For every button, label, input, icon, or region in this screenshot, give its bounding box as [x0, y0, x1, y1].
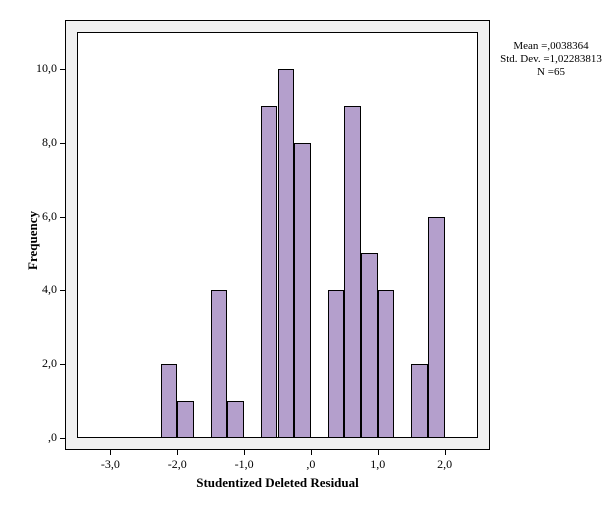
y-tick	[60, 143, 65, 144]
histogram-bar	[227, 401, 244, 438]
histogram-bar	[177, 401, 194, 438]
x-tick-label: -2,0	[147, 457, 207, 472]
y-tick-label: 2,0	[10, 356, 57, 371]
x-tick	[110, 450, 111, 455]
x-tick	[445, 450, 446, 455]
y-tick-label: 10,0	[10, 61, 57, 76]
x-tick	[311, 450, 312, 455]
stats-box: Mean =,0038364 Std. Dev. =1,02283813 N =…	[496, 40, 606, 80]
histogram-bar	[161, 364, 178, 438]
y-tick-label: 4,0	[10, 282, 57, 297]
y-tick	[60, 69, 65, 70]
histogram-bar	[378, 290, 395, 438]
y-tick	[60, 290, 65, 291]
x-axis-title: Studentized Deleted Residual	[65, 475, 490, 491]
histogram-bar	[261, 106, 278, 438]
chart-container: ,02,04,06,08,010,0-3,0-2,0-1,0,01,02,0 F…	[10, 10, 605, 508]
x-tick-label: 1,0	[348, 457, 408, 472]
histogram-bar	[211, 290, 228, 438]
x-tick	[177, 450, 178, 455]
x-tick-label: -1,0	[214, 457, 274, 472]
histogram-bar	[411, 364, 428, 438]
y-axis-title: Frequency	[25, 211, 41, 270]
histogram-bar	[344, 106, 361, 438]
y-tick	[60, 438, 65, 439]
stats-n: N =65	[496, 66, 606, 79]
histogram-bar	[361, 253, 378, 438]
x-tick-label: 2,0	[415, 457, 475, 472]
histogram-bar	[428, 217, 445, 438]
histogram-bar	[278, 69, 295, 438]
stats-sd: Std. Dev. =1,02283813	[496, 53, 606, 66]
x-tick-label: -3,0	[80, 457, 140, 472]
x-tick	[378, 450, 379, 455]
y-tick	[60, 217, 65, 218]
y-tick	[60, 364, 65, 365]
histogram-bar	[294, 143, 311, 438]
x-tick-label: ,0	[281, 457, 341, 472]
histogram-bar	[328, 290, 345, 438]
y-tick-label: ,0	[10, 430, 57, 445]
y-tick-label: 8,0	[10, 135, 57, 150]
x-tick	[244, 450, 245, 455]
stats-mean: Mean =,0038364	[496, 40, 606, 53]
